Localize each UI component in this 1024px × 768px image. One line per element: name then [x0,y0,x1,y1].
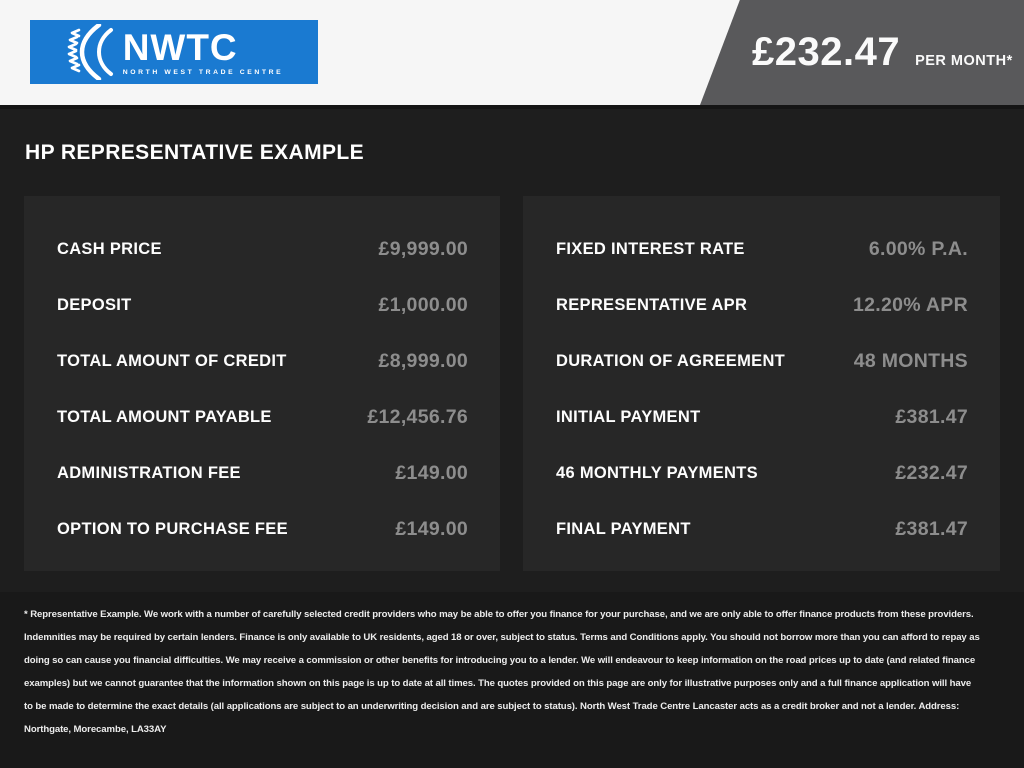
finance-example-section: HP REPRESENTATIVE EXAMPLE CASH PRICE £9,… [0,105,1024,592]
table-row: FIXED INTEREST RATE 6.00% P.A. [556,221,968,277]
finance-panel-left: CASH PRICE £9,999.00 DEPOSIT £1,000.00 T… [24,196,500,571]
row-value: £8,999.00 [378,349,468,372]
logo-tagline: NORTH WEST TRADE CENTRE [122,68,284,76]
footer-disclaimer-section: * Representative Example. We work with a… [0,592,1024,768]
table-row: OPTION TO PURCHASE FEE £149.00 [57,501,468,557]
monthly-price: £232.47 [752,30,901,74]
table-row: FINAL PAYMENT £381.47 [556,501,968,557]
row-label: FIXED INTEREST RATE [556,239,745,258]
row-value: 12.20% APR [852,293,968,316]
price-flash-banner: £232.47 PER MONTH* [700,0,1024,105]
row-label: DEPOSIT [57,295,132,314]
disclaimer-text: * Representative Example. We work with a… [24,609,980,735]
monthly-price-period: PER MONTH* [915,53,1013,69]
row-label: FINAL PAYMENT [556,519,691,538]
nwtc-logo: NWTC NORTH WEST TRADE CENTRE [30,20,318,84]
row-value: £9,999.00 [378,237,468,260]
row-label: TOTAL AMOUNT OF CREDIT [57,351,287,370]
row-label: TOTAL AMOUNT PAYABLE [57,407,272,426]
row-value: £12,456.76 [367,405,468,428]
page-title: HP REPRESENTATIVE EXAMPLE [25,141,365,164]
table-row: ADMINISTRATION FEE £149.00 [57,445,468,501]
row-value: £232.47 [895,461,968,484]
table-row: DURATION OF AGREEMENT 48 MONTHS [556,333,968,389]
logo-text: NWTC NORTH WEST TRADE CENTRE [123,29,284,76]
header-banner: NWTC NORTH WEST TRADE CENTRE £232.47 PER… [0,0,1024,105]
table-row: DEPOSIT £1,000.00 [57,277,468,333]
table-row: REPRESENTATIVE APR 12.20% APR [556,277,968,333]
row-label: REPRESENTATIVE APR [556,295,748,314]
table-row: CASH PRICE £9,999.00 [57,221,468,277]
row-label: CASH PRICE [57,239,162,258]
table-row: TOTAL AMOUNT PAYABLE £12,456.76 [57,389,468,445]
row-value: £149.00 [395,517,468,540]
row-label: ADMINISTRATION FEE [57,463,241,482]
row-value: £381.47 [895,405,968,428]
row-label: INITIAL PAYMENT [556,407,701,426]
row-label: 46 MONTHLY PAYMENTS [556,463,758,482]
table-row: 46 MONTHLY PAYMENTS £232.47 [556,445,968,501]
row-value: £149.00 [395,461,468,484]
table-row: INITIAL PAYMENT £381.47 [556,389,968,445]
logo-brand: NWTC [122,26,238,68]
row-value: 48 MONTHS [853,349,968,372]
tire-tread-icon [67,24,113,80]
finance-panel-right: FIXED INTEREST RATE 6.00% P.A. REPRESENT… [523,196,1000,571]
row-label: DURATION OF AGREEMENT [556,351,786,370]
row-value: £1,000.00 [378,293,468,316]
row-label: OPTION TO PURCHASE FEE [57,519,288,538]
table-row: TOTAL AMOUNT OF CREDIT £8,999.00 [57,333,468,389]
row-value: £381.47 [895,517,968,540]
row-value: 6.00% P.A. [868,237,968,260]
